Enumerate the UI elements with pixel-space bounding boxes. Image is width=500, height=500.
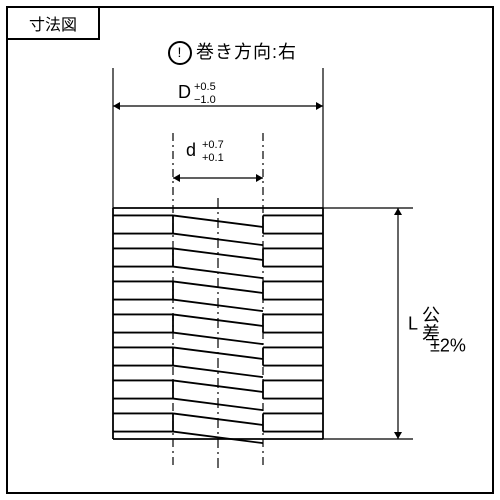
svg-text:+0.1: +0.1 (202, 152, 224, 164)
diagram-frame: 寸法図 !巻き方向:右 D+0.5−1.0d+0.7+0.1L公差±2% (6, 6, 494, 494)
svg-text:L: L (408, 314, 418, 334)
svg-text:−1.0: −1.0 (194, 94, 216, 106)
svg-text:±2%: ±2% (430, 336, 466, 356)
svg-text:+0.5: +0.5 (194, 81, 216, 93)
svg-text:d: d (186, 140, 196, 160)
svg-text:D: D (178, 82, 191, 102)
svg-text:+0.7: +0.7 (202, 139, 224, 151)
drawing-svg: D+0.5−1.0d+0.7+0.1L公差±2% (8, 8, 496, 496)
